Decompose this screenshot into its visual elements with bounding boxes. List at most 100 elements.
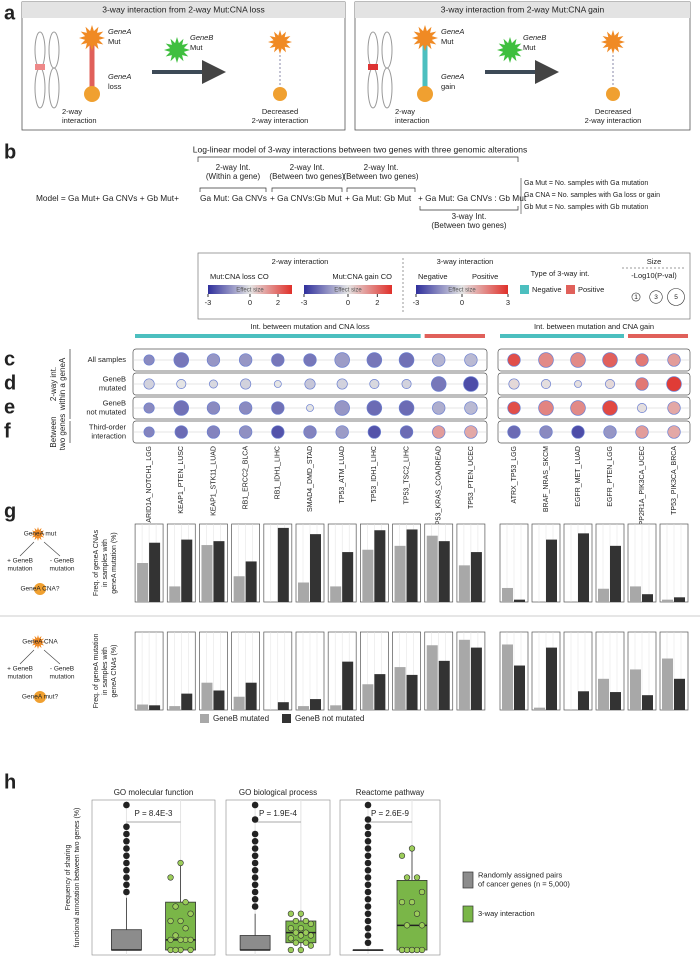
bar [233, 576, 245, 602]
outlier [364, 917, 372, 925]
colorbar-tick-label: 0 [346, 298, 350, 307]
outlier [364, 888, 372, 896]
bar [374, 674, 386, 710]
gene-label: Mut [441, 37, 454, 46]
size-key [631, 292, 641, 302]
y-axis-label: Freq. of geneA mutation [93, 634, 100, 709]
outlier [123, 881, 130, 889]
diagram-arrow [43, 541, 61, 557]
dot [335, 425, 349, 439]
gene-label: Mut [108, 37, 121, 46]
dot [174, 425, 188, 439]
data-point [297, 910, 304, 917]
dot [667, 425, 681, 439]
box [111, 929, 142, 951]
outlier [364, 801, 372, 809]
colorbar [304, 285, 392, 294]
dot [143, 354, 155, 366]
colorbar-label: Positive [472, 272, 498, 281]
dot [603, 425, 617, 439]
legend-label: 3-way interaction [478, 909, 535, 918]
facet-title: Reactome pathway [356, 788, 424, 797]
bar [213, 690, 225, 710]
diagram-icon [34, 583, 46, 595]
p-value: P = 1.9E-4 [259, 809, 297, 818]
caption: 2-way [62, 107, 82, 116]
bracket [346, 187, 416, 192]
bar [514, 665, 525, 710]
dot [303, 353, 317, 367]
data-point [167, 936, 174, 943]
bar [438, 541, 450, 602]
data-point [172, 903, 179, 910]
caption: 2-way [395, 107, 415, 116]
bar [181, 539, 193, 602]
bar [149, 542, 161, 602]
diagram-arrow [43, 649, 61, 665]
dot [206, 425, 221, 439]
gene-label: GeneA [108, 72, 131, 81]
colorbar-caption: Effect size [448, 288, 476, 294]
bar [642, 695, 653, 710]
dot [238, 425, 253, 439]
data-point [172, 946, 179, 954]
outlier [364, 845, 372, 852]
outlier [123, 837, 130, 845]
bar [674, 678, 685, 710]
data-point [413, 874, 421, 881]
y-axis-label: in samples with [102, 647, 109, 695]
size-key-label: 5 [674, 294, 678, 301]
bar [578, 691, 589, 710]
chromosome [48, 67, 60, 109]
dot [635, 353, 649, 367]
panel-header [355, 2, 690, 18]
outlier [251, 845, 259, 852]
dot [143, 426, 155, 438]
bar [137, 704, 149, 710]
dot [432, 401, 446, 415]
bracket [199, 187, 267, 192]
dot [538, 400, 554, 416]
colorbar-tick-label: 0 [460, 298, 464, 307]
bar [426, 645, 438, 710]
bar [330, 586, 342, 602]
outlier [251, 881, 259, 889]
data-point [307, 932, 314, 939]
row-label: Third-order [89, 422, 127, 431]
outlier [251, 852, 259, 860]
outlier [251, 874, 259, 881]
data-point [408, 845, 416, 852]
bar [674, 597, 685, 602]
bar [630, 586, 641, 602]
gene-node [273, 87, 287, 101]
outlier [364, 932, 372, 939]
dot [432, 353, 446, 367]
legend-title: -Log10(P-val) [631, 271, 677, 280]
data-point [187, 946, 194, 954]
dot [304, 378, 316, 390]
data-point [177, 936, 184, 943]
data-point [408, 946, 416, 954]
dot [143, 402, 155, 414]
dot [271, 353, 285, 367]
dot [570, 400, 586, 416]
definition: Ga CNA = No. samples with Ga loss or gai… [524, 192, 660, 199]
bracket-label: (Within a gene) [206, 172, 261, 181]
chromosome [367, 31, 379, 69]
mutation-star [79, 25, 105, 51]
row-label: interaction [91, 431, 126, 440]
bar [298, 582, 309, 602]
row-group-label: 2-way int. [49, 367, 58, 401]
dot [334, 352, 350, 368]
gene-node [84, 86, 100, 102]
colorbar-label: Negative [418, 272, 448, 281]
size-key [667, 288, 685, 306]
bracket-label: 2-way Int. [364, 163, 399, 172]
category-label: TP53_KRAS_COADREAD [436, 446, 443, 529]
gene-label: loss [108, 82, 122, 91]
dot [238, 353, 253, 367]
dot [539, 425, 553, 439]
panel-letter: g [4, 500, 16, 522]
outlier [364, 866, 372, 874]
data-point [167, 917, 174, 925]
